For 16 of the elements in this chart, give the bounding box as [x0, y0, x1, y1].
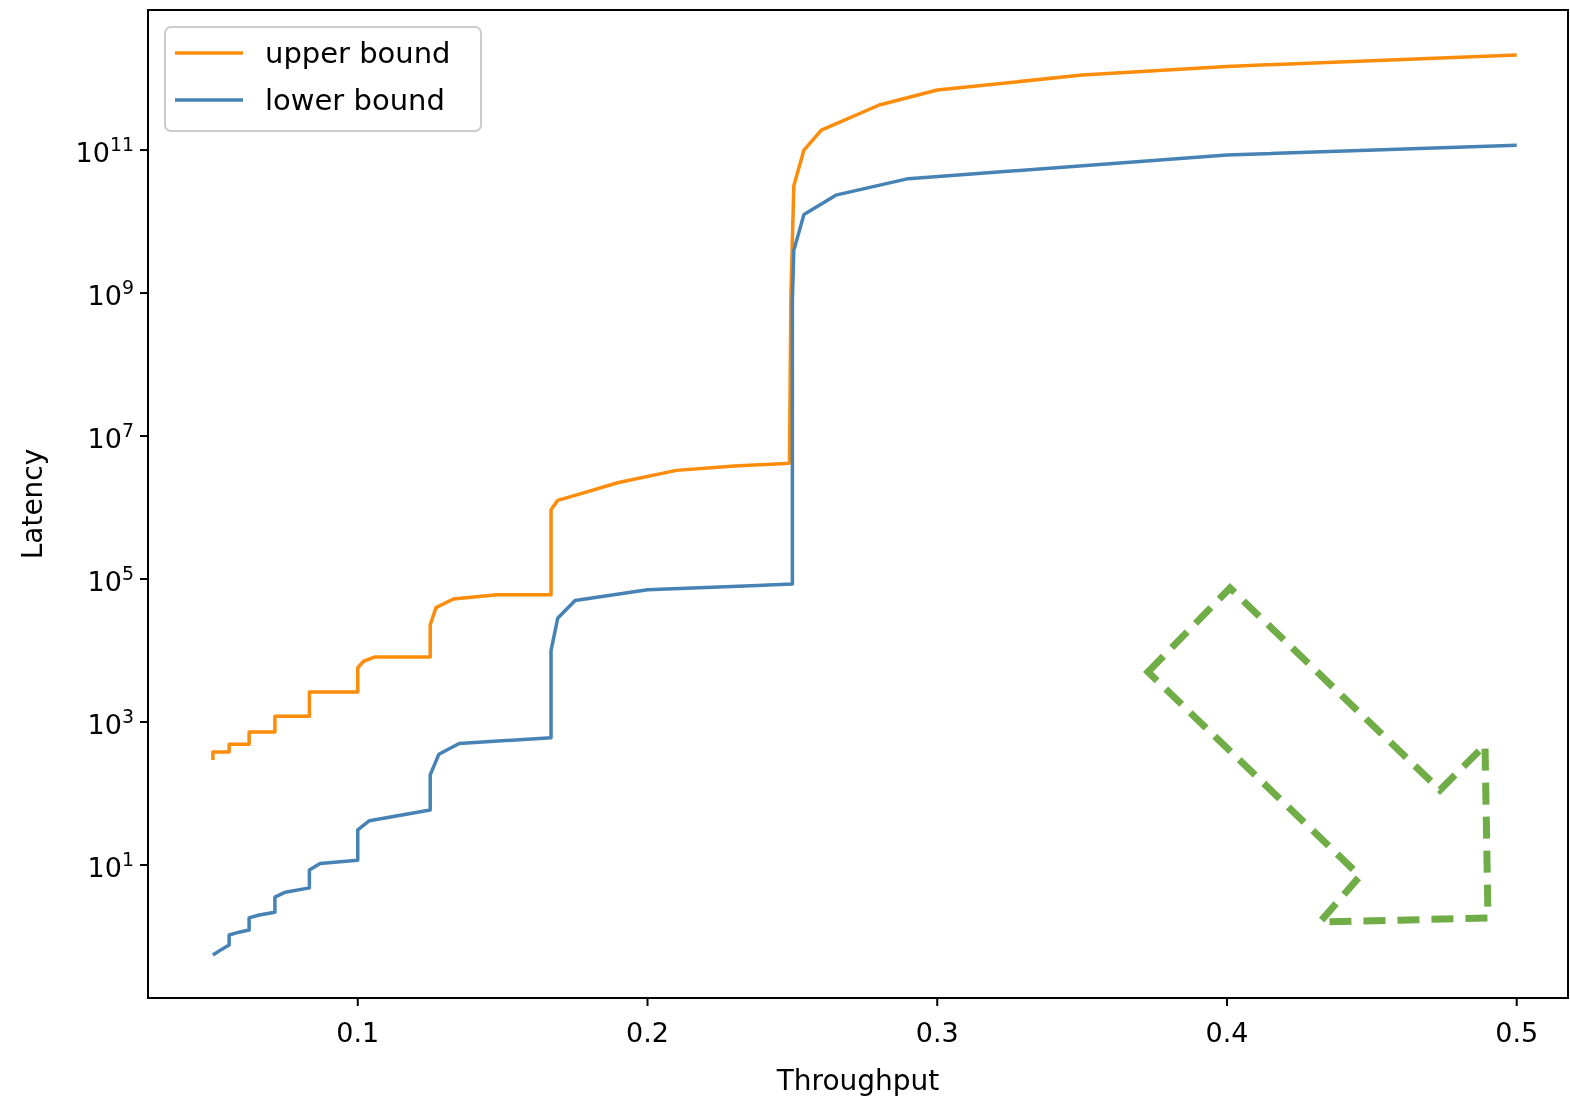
y-tick-label: 10$^{7}$ — [87, 419, 134, 455]
y-tick-label: 10$^{9}$ — [87, 276, 134, 312]
y-tick-label: 10$^{5}$ — [87, 562, 134, 598]
line-series — [211, 143, 1519, 957]
x-tick-label: 0.5 — [1495, 1017, 1539, 1048]
y-tick-label: 10$^{11}$ — [75, 133, 134, 169]
x-tick-label: 0.4 — [1205, 1017, 1249, 1048]
y-axis-title: Latency — [16, 448, 49, 560]
x-axis-title: Throughput — [775, 1064, 940, 1097]
legend-label: lower bound — [265, 83, 445, 117]
x-tick-label: 0.3 — [915, 1017, 959, 1048]
y-tick-label: 10$^{1}$ — [87, 848, 134, 884]
legend-label: upper bound — [265, 36, 451, 70]
x-tick-label: 0.2 — [626, 1017, 669, 1048]
x-tick-label: 0.1 — [336, 1017, 380, 1048]
y-tick-label: 10$^{3}$ — [87, 705, 134, 741]
